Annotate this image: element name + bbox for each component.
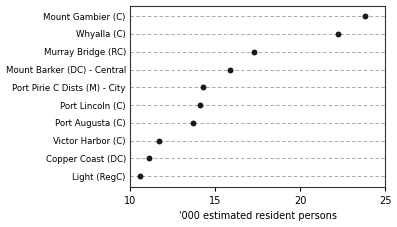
Point [200,86,206,89]
X-axis label: '000 estimated resident persons: '000 estimated resident persons [179,211,337,222]
Point [146,157,152,160]
Point [190,121,196,125]
Point [362,14,368,18]
Point [334,32,341,36]
Point [251,50,257,54]
Point [156,139,162,143]
Point [197,103,203,107]
Point [137,174,143,178]
Point [227,68,233,71]
